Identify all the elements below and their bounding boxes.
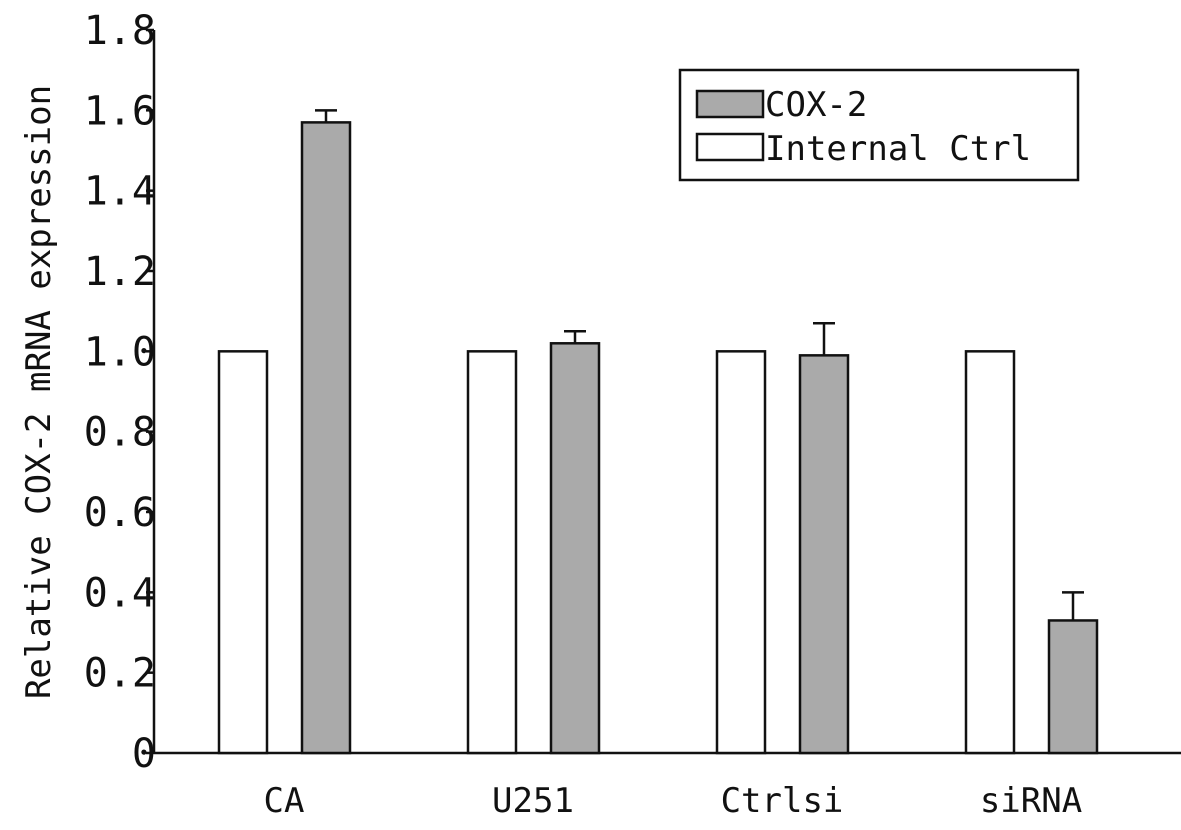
y-tick-label: 0 <box>132 731 156 777</box>
y-tick-label: 1.0 <box>84 329 156 375</box>
y-axis-label: Relative COX-2 mRNA expression <box>19 85 59 699</box>
bar-internal-ctrl-ctrlsi <box>715 350 767 755</box>
bar-cox2-ca <box>300 121 352 755</box>
bar-cox2-ctrlsi <box>798 354 850 755</box>
y-tick-label: 1.2 <box>84 249 156 295</box>
legend: COX-2 Internal Ctrl <box>678 68 1080 182</box>
y-tick-label: 0.6 <box>84 490 156 536</box>
y-tick-label: 1.6 <box>84 88 156 134</box>
legend-label-internal-ctrl: Internal Ctrl <box>765 129 1031 169</box>
bar-cox2-u251 <box>549 342 601 755</box>
y-tick-label: 1.8 <box>84 8 156 54</box>
y-tick-label: 0.4 <box>84 570 156 616</box>
legend-swatch-internal-ctrl <box>695 132 765 162</box>
bar-internal-ctrl-ca <box>217 350 269 755</box>
y-tick-label: 1.4 <box>84 169 156 215</box>
x-tick-label: CA <box>264 781 305 821</box>
bar-internal-ctrl-u251 <box>466 350 518 755</box>
x-tick-label: Ctrlsi <box>721 781 844 821</box>
x-tick-label: U251 <box>492 781 574 821</box>
legend-label-cox2: COX-2 <box>765 85 867 125</box>
bar-cox2-sirna <box>1047 619 1099 755</box>
legend-box <box>678 68 1080 182</box>
legend-swatch-cox2 <box>695 89 765 119</box>
x-tick-label: siRNA <box>980 781 1082 821</box>
bar-internal-ctrl-sirna <box>964 350 1016 755</box>
y-tick-label: 0.2 <box>84 651 156 697</box>
y-tick-label: 0.8 <box>84 410 156 456</box>
